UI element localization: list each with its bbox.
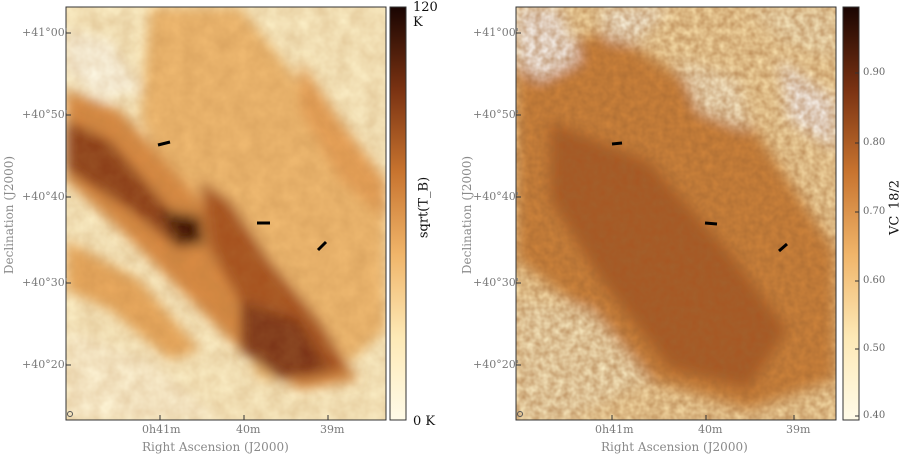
- y-axis-title: Declination (J2000): [2, 155, 16, 275]
- right-coherence-map: [516, 7, 836, 420]
- colorbar-tick-label: 0.80: [863, 137, 886, 148]
- y-tick-label: +41°00': [473, 26, 519, 39]
- y-axis-title: Declination (J2000): [460, 155, 474, 275]
- colorbar-tick-label: 0.70: [863, 206, 886, 217]
- x-tick-label: 40m: [698, 423, 723, 436]
- marker-line: [611, 141, 623, 146]
- colorbar-title: VC_18/2: [887, 179, 899, 236]
- y-tick-label: +40°30': [473, 276, 519, 289]
- marker-line: [778, 242, 788, 253]
- x-tick-label: 39m: [320, 423, 345, 436]
- y-tick-label: +40°20': [473, 358, 519, 371]
- colorbar-tick-label: 0.50: [863, 343, 886, 354]
- marker-line: [316, 240, 328, 252]
- y-tick-label: +40°30': [22, 276, 68, 289]
- colorbar-tick-label: 0.90: [863, 67, 886, 78]
- marker-line: [157, 140, 171, 147]
- y-tick-label: +41°00': [22, 26, 68, 39]
- beam-icon: [517, 411, 523, 417]
- left-figure: [65, 6, 407, 421]
- beam-icon: [67, 411, 73, 417]
- x-tick-label: 40m: [236, 423, 261, 436]
- left-panel: +41°00' +40°50' +40°40' +40°30' +40°20' …: [0, 0, 449, 458]
- right-figure: [515, 6, 860, 421]
- right-colorbar: [842, 6, 860, 421]
- right-panel: +41°00' +40°50' +40°40' +40°30' +40°20' …: [449, 0, 899, 458]
- colorbar-tick-label: 0.60: [863, 275, 886, 286]
- x-axis-title: Right Ascension (J2000): [601, 440, 748, 454]
- y-tick-label: +40°50': [473, 108, 519, 121]
- x-tick-label: 0h41m: [595, 423, 634, 436]
- left-plot-frame: [65, 6, 387, 421]
- colorbar-min-label: 0 K: [413, 414, 436, 429]
- y-tick-label: +40°40': [473, 190, 519, 203]
- y-tick-label: +40°20': [22, 358, 68, 371]
- colorbar-max-label: 120 K: [413, 0, 438, 30]
- marker-line: [704, 221, 718, 226]
- right-plot-frame: [515, 6, 837, 421]
- x-tick-label: 39m: [786, 423, 811, 436]
- x-axis-title: Right Ascension (J2000): [142, 440, 289, 454]
- left-colorbar: [389, 6, 407, 421]
- y-tick-label: +40°40': [22, 190, 68, 203]
- colorbar-title: sqrt(T_B): [416, 176, 432, 239]
- x-tick-label: 0h41m: [142, 423, 181, 436]
- colorbar-tick-label: 0.40: [863, 410, 886, 421]
- left-intensity-map: [66, 7, 386, 420]
- y-tick-label: +40°50': [22, 108, 68, 121]
